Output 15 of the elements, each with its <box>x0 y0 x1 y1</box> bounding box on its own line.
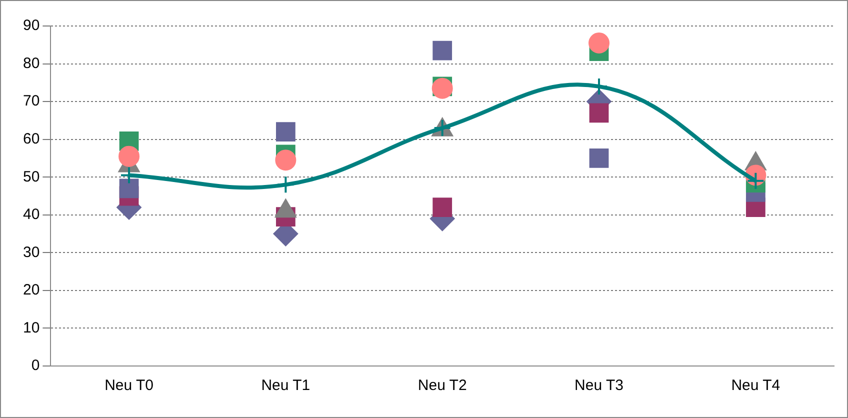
x-tick-label: Neu T1 <box>261 377 310 394</box>
x-tick-label: Neu T3 <box>574 377 624 394</box>
x-tick-label: Neu T0 <box>104 377 154 394</box>
y-tick-label: 20 <box>22 282 40 299</box>
y-tick-label: 10 <box>22 319 40 336</box>
y-tick-label: 50 <box>22 168 40 186</box>
y-tick-label: 60 <box>22 130 40 148</box>
x-tick-label: Neu T2 <box>418 377 467 394</box>
y-tick-label: 30 <box>22 244 40 261</box>
y-tick-label: 70 <box>22 92 40 110</box>
y-tick-label: 40 <box>22 206 40 224</box>
y-tick-label: 90 <box>22 17 40 34</box>
y-tick-label: 0 <box>31 357 40 374</box>
x-tick-label: Neu T4 <box>731 377 780 394</box>
y-tick-label: 80 <box>22 54 40 72</box>
